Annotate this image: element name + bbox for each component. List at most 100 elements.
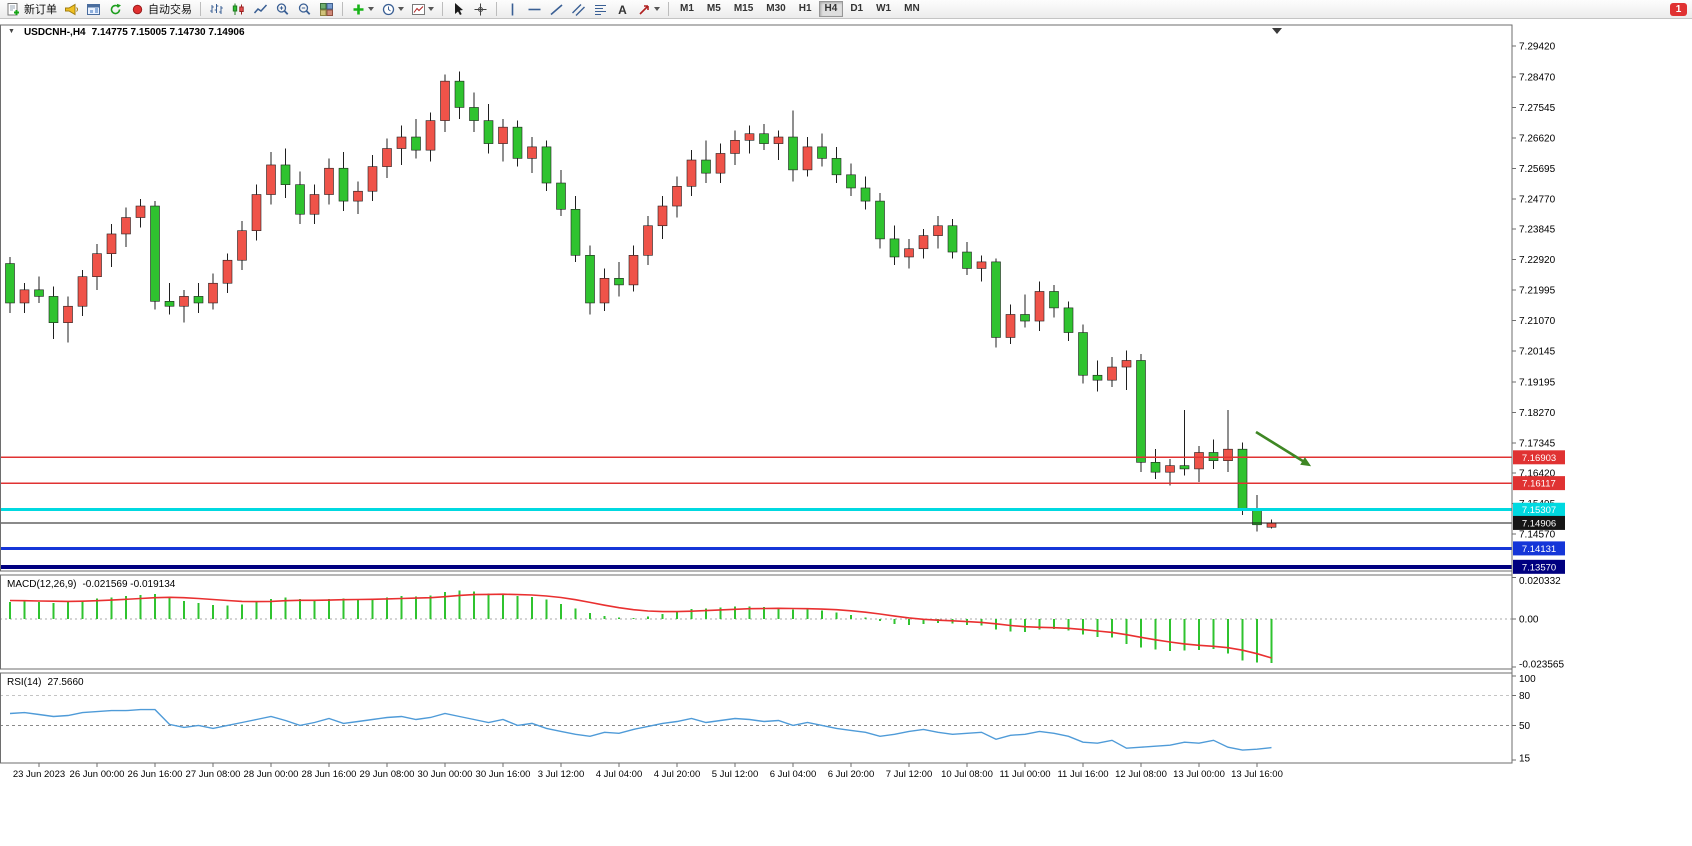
svg-text:7.21070: 7.21070 [1519,316,1556,327]
horizontal-line-button[interactable] [524,1,545,18]
macd-name-label: MACD(12,26,9) [7,579,77,590]
cursor-button[interactable] [448,1,469,18]
svg-text:7.21995: 7.21995 [1519,285,1556,296]
timeframe-m30[interactable]: M30 [760,1,791,17]
timeframe-w1[interactable]: W1 [870,1,897,17]
svg-text:7.17345: 7.17345 [1519,438,1556,449]
market-window-icon [86,2,101,17]
candlesticks [5,71,1277,532]
svg-text:7.16117: 7.16117 [1522,479,1556,490]
svg-text:7.14131: 7.14131 [1522,544,1556,555]
svg-text:28 Jun 00:00: 28 Jun 00:00 [244,769,299,780]
chart-symbol-label: USDCNH-,H4 [23,27,86,38]
arrows-tool-button[interactable] [634,1,663,18]
svg-text:4 Jul 04:00: 4 Jul 04:00 [596,769,642,780]
timeframe-m1[interactable]: M1 [674,1,700,17]
timeframe-d1[interactable]: D1 [844,1,869,17]
clock-icon [381,2,396,17]
annotation-arrow[interactable] [1255,430,1312,467]
collapse-triangle-icon[interactable]: ▼ [8,28,15,35]
svg-text:10 Jul 08:00: 10 Jul 08:00 [941,769,993,780]
trendline-button[interactable] [546,1,567,18]
svg-text:7.25695: 7.25695 [1519,164,1556,175]
alerts-button[interactable] [61,1,82,18]
svg-text:4 Jul 20:00: 4 Jul 20:00 [654,769,700,780]
macd-indicator [9,590,1273,664]
template-chart-icon [411,2,426,17]
fibonacci-button[interactable] [590,1,611,18]
crosshair-button[interactable] [470,1,491,18]
new-order-button[interactable]: 新订单 [3,1,60,18]
autotrading-icon [130,2,145,17]
timeframe-h4[interactable]: H4 [818,1,844,17]
svg-text:12 Jul 08:00: 12 Jul 08:00 [1115,769,1167,780]
svg-text:7 Jul 12:00: 7 Jul 12:00 [886,769,932,780]
candlestick-chart-icon [231,2,246,17]
toolbar-separator [496,2,497,16]
time-axis[interactable]: 23 Jun 2023 26 Jun 00:00 26 Jun 16:00 27 Ju… [13,763,1283,780]
notification-badge[interactable]: 1 [1670,2,1687,16]
vertical-line-icon [505,2,520,17]
svg-text:7.24770: 7.24770 [1519,194,1556,205]
autotrading-button[interactable]: 自动交易 [127,1,195,18]
zoom-in-button[interactable] [272,1,293,18]
svg-text:6 Jul 04:00: 6 Jul 04:00 [770,769,816,780]
price-level-lines[interactable] [0,456,1512,569]
svg-text:0.020332: 0.020332 [1519,576,1561,587]
channel-button[interactable] [568,1,589,18]
dropdown-caret-icon [428,7,434,11]
trendline-icon [549,2,564,17]
macd-values-label: -0.021569 -0.019134 [82,579,176,590]
candlestick-chart-button[interactable] [228,1,249,18]
price-scale: 7.29420 7.28470 7.27545 7.26620 7.25695 7.247… [1512,41,1564,765]
market-window-button[interactable] [83,1,104,18]
chart-canvas[interactable]: 7.29420 7.28470 7.27545 7.26620 7.25695 7.247… [0,19,1692,783]
svg-text:26 Jun 16:00: 26 Jun 16:00 [128,769,183,780]
rsi-indicator [9,708,1272,751]
line-chart-button[interactable] [250,1,271,18]
indicators-button[interactable] [348,1,377,18]
dropdown-caret-icon [368,7,374,11]
tile-windows-button[interactable] [316,1,337,18]
indicator-gridlines [0,618,1512,726]
periods-button[interactable] [378,1,407,18]
zoom-in-icon [275,2,290,17]
svg-text:7.16420: 7.16420 [1519,469,1556,480]
svg-text:7.28470: 7.28470 [1519,73,1556,84]
svg-text:7.23845: 7.23845 [1519,225,1556,236]
dropdown-caret-icon [654,7,660,11]
svg-text:80: 80 [1519,691,1531,702]
panel-borders [0,24,1513,764]
svg-text:6 Jul 20:00: 6 Jul 20:00 [828,769,874,780]
svg-text:7.14906: 7.14906 [1522,518,1556,529]
chart-shift-marker[interactable] [1272,28,1282,34]
timeframe-h1[interactable]: H1 [793,1,818,17]
toolbar-separator [200,2,201,16]
timeframe-m15[interactable]: M15 [728,1,759,17]
timeframe-mn[interactable]: MN [898,1,926,17]
text-tool-button[interactable]: A [612,1,633,18]
svg-text:13 Jul 16:00: 13 Jul 16:00 [1231,769,1283,780]
svg-text:-0.023565: -0.023565 [1519,660,1564,671]
autotrading-label: 自动交易 [148,4,192,16]
panel-backgrounds [0,25,1512,763]
svg-text:5 Jul 12:00: 5 Jul 12:00 [712,769,758,780]
svg-text:29 Jun 08:00: 29 Jun 08:00 [360,769,415,780]
zoom-out-button[interactable] [294,1,315,18]
svg-text:7.20145: 7.20145 [1519,346,1556,357]
toolbar-separator [342,2,343,16]
bar-chart-button[interactable] [206,1,227,18]
svg-text:7.22920: 7.22920 [1519,255,1556,266]
tile-windows-icon [319,2,334,17]
refresh-button[interactable] [105,1,126,18]
svg-text:11 Jul 16:00: 11 Jul 16:00 [1057,769,1108,780]
new-order-icon [6,2,21,17]
svg-text:30 Jun 16:00: 30 Jun 16:00 [476,769,531,780]
alert-horn-icon [64,2,79,17]
templates-button[interactable] [408,1,437,18]
svg-text:7.29420: 7.29420 [1519,41,1556,52]
bar-chart-icon [209,2,224,17]
svg-text:23 Jun 2023: 23 Jun 2023 [13,769,65,780]
timeframe-m5[interactable]: M5 [701,1,727,17]
vertical-line-button[interactable] [502,1,523,18]
